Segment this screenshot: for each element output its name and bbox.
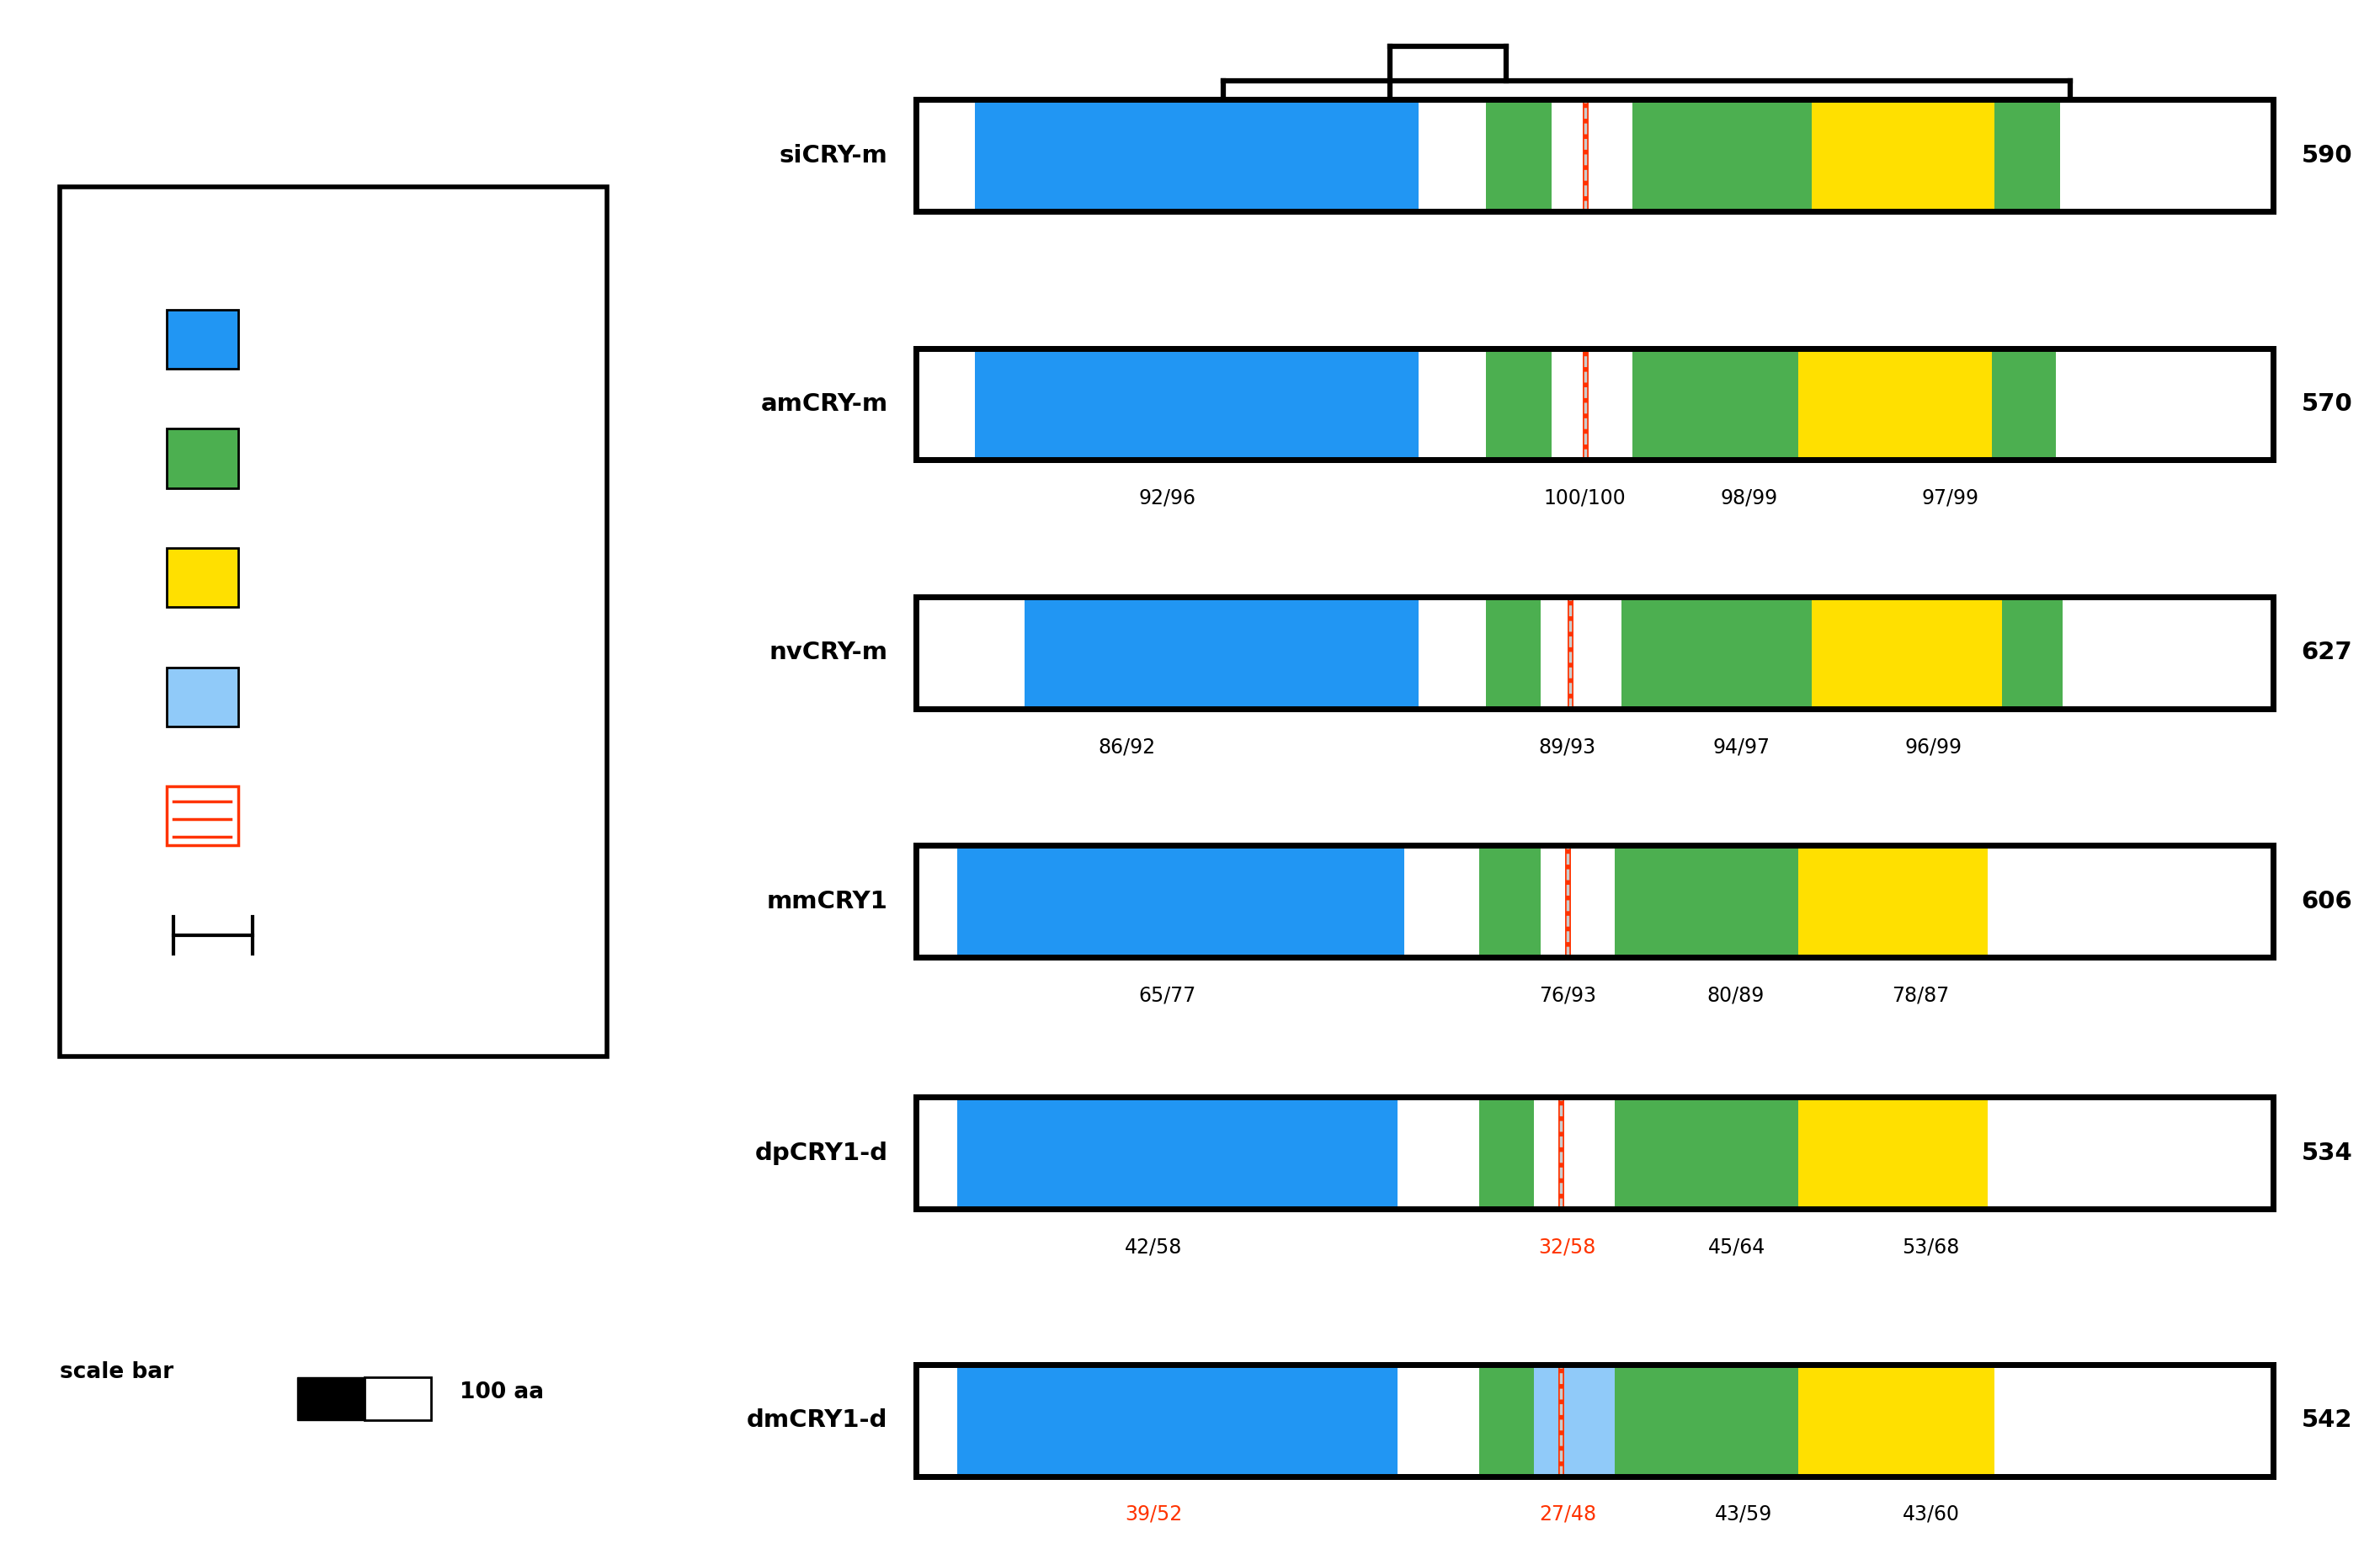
Bar [60,186,607,1057]
Text: amCRY-m: amCRY-m [762,392,888,416]
Text: FAD-binding: FAD-binding [281,446,440,471]
Bar [1994,99,2061,211]
Bar [916,99,2273,211]
Text: DNA photolyase: DNA photolyase [281,328,493,351]
Text: 27/48: 27/48 [1540,1504,1597,1524]
Bar [167,549,238,608]
Text: 100/100: 100/100 [1545,488,1626,508]
Text: 39/52: 39/52 [1126,1504,1183,1524]
Text: NLS: NLS [281,803,331,828]
Text: 45/64: 45/64 [1709,1237,1766,1257]
Text: 53/68: 53/68 [1902,1237,1959,1257]
Text: 100 aa: 100 aa [459,1382,543,1403]
Text: dmCRY1-d: dmCRY1-d [747,1408,888,1433]
Bar [1621,597,1811,709]
Text: nvCRY-m: nvCRY-m [769,640,888,665]
Text: mmCRY1: mmCRY1 [766,889,888,914]
Text: 96/99: 96/99 [1904,737,1963,757]
Text: 590: 590 [2301,143,2351,168]
Bar [1485,597,1540,709]
Bar [1480,1097,1533,1209]
Bar [957,845,1404,957]
Text: 80/89: 80/89 [1706,985,1764,1005]
Text: ICAT: ICAT [281,566,338,589]
Bar [167,309,238,368]
Text: 89/93: 89/93 [1540,737,1597,757]
Bar [1799,1364,1994,1476]
Bar [1633,99,1811,211]
Bar [167,786,238,845]
Text: 78/87: 78/87 [1892,985,1949,1005]
Text: RD-2b: RD-2b [281,685,362,709]
Text: scale bar: scale bar [60,1361,174,1383]
Bar [1799,348,1992,460]
Bar [1799,1097,1987,1209]
Bar [916,1364,2273,1476]
Bar [167,429,238,488]
Text: 570: 570 [2301,392,2351,416]
Bar [1799,845,1987,957]
Bar [167,667,238,726]
Bar [1811,99,1994,211]
Text: 43/60: 43/60 [1902,1504,1959,1524]
Bar [957,1364,1397,1476]
Bar [1811,597,2002,709]
Bar [364,1377,431,1420]
Bar [1616,1364,1799,1476]
Text: 42/58: 42/58 [1126,1237,1183,1257]
Text: 542: 542 [2301,1408,2351,1433]
Text: EST's: EST's [281,923,350,946]
Bar [916,99,2273,211]
Bar [916,845,2273,957]
Bar [1480,1364,1533,1476]
Bar [1616,1097,1799,1209]
Text: siCRY-m: siCRY-m [778,143,888,168]
Text: 94/97: 94/97 [1714,737,1771,757]
Bar [298,1377,364,1420]
Bar [957,1097,1397,1209]
Text: 65/77: 65/77 [1138,985,1197,1005]
Text: 76/93: 76/93 [1540,985,1597,1005]
Bar [2002,597,2063,709]
Bar [1633,348,1799,460]
Bar [916,1097,2273,1209]
Bar [1026,597,1418,709]
Bar [916,348,2273,460]
Text: 534: 534 [2301,1141,2351,1166]
Text: 98/99: 98/99 [1721,488,1778,508]
Bar [916,1364,2273,1476]
Bar [1480,845,1540,957]
Text: 97/99: 97/99 [1921,488,1978,508]
Text: 86/92: 86/92 [1097,737,1154,757]
Bar [916,597,2273,709]
Text: dpCRY1-d: dpCRY1-d [754,1141,888,1166]
Bar [1533,1364,1616,1476]
Bar [916,597,2273,709]
Bar [976,348,1418,460]
Bar [1616,845,1799,957]
Bar [976,99,1418,211]
Bar [916,845,2273,957]
Text: 606: 606 [2301,889,2351,914]
Text: 92/96: 92/96 [1138,488,1195,508]
Text: 627: 627 [2301,640,2351,665]
Bar [916,1097,2273,1209]
Text: 32/58: 32/58 [1540,1237,1597,1257]
Bar [1485,99,1552,211]
Bar [1992,348,2056,460]
Bar [1485,348,1552,460]
Text: 43/59: 43/59 [1716,1504,1773,1524]
Bar [916,348,2273,460]
